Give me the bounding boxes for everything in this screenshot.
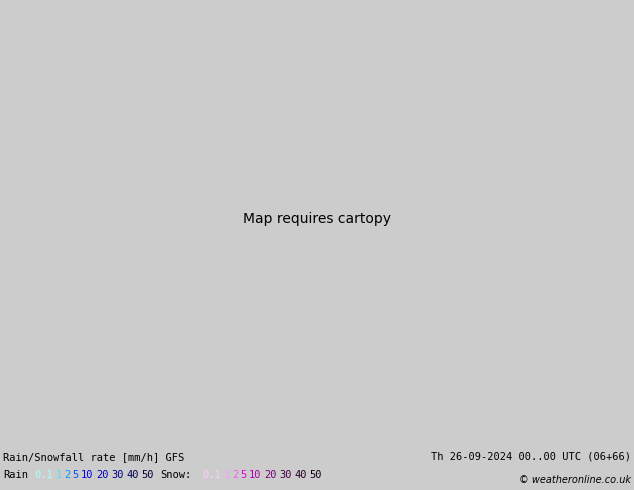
Text: 40: 40 bbox=[126, 470, 138, 480]
Text: 2: 2 bbox=[232, 470, 238, 480]
Text: 5: 5 bbox=[240, 470, 247, 480]
Text: 10: 10 bbox=[249, 470, 261, 480]
Text: © weatheronline.co.uk: © weatheronline.co.uk bbox=[519, 475, 631, 485]
Text: 1: 1 bbox=[56, 470, 61, 480]
Text: 20: 20 bbox=[96, 470, 108, 480]
Text: 10: 10 bbox=[81, 470, 93, 480]
Text: 40: 40 bbox=[294, 470, 306, 480]
Text: 20: 20 bbox=[264, 470, 276, 480]
Text: 0.1: 0.1 bbox=[34, 470, 53, 480]
Text: 1: 1 bbox=[224, 470, 230, 480]
Text: 30: 30 bbox=[111, 470, 124, 480]
Text: Snow:: Snow: bbox=[160, 470, 191, 480]
Text: 30: 30 bbox=[279, 470, 292, 480]
Text: Rain: Rain bbox=[3, 470, 28, 480]
Text: 50: 50 bbox=[309, 470, 321, 480]
Text: 2: 2 bbox=[64, 470, 70, 480]
Text: 0.1: 0.1 bbox=[202, 470, 221, 480]
Text: 50: 50 bbox=[141, 470, 153, 480]
Text: Th 26-09-2024 00..00 UTC (06+66): Th 26-09-2024 00..00 UTC (06+66) bbox=[431, 452, 631, 462]
Text: Rain/Snowfall rate [mm/h] GFS: Rain/Snowfall rate [mm/h] GFS bbox=[3, 452, 184, 462]
Text: Map requires cartopy: Map requires cartopy bbox=[243, 212, 391, 226]
Text: 5: 5 bbox=[72, 470, 79, 480]
